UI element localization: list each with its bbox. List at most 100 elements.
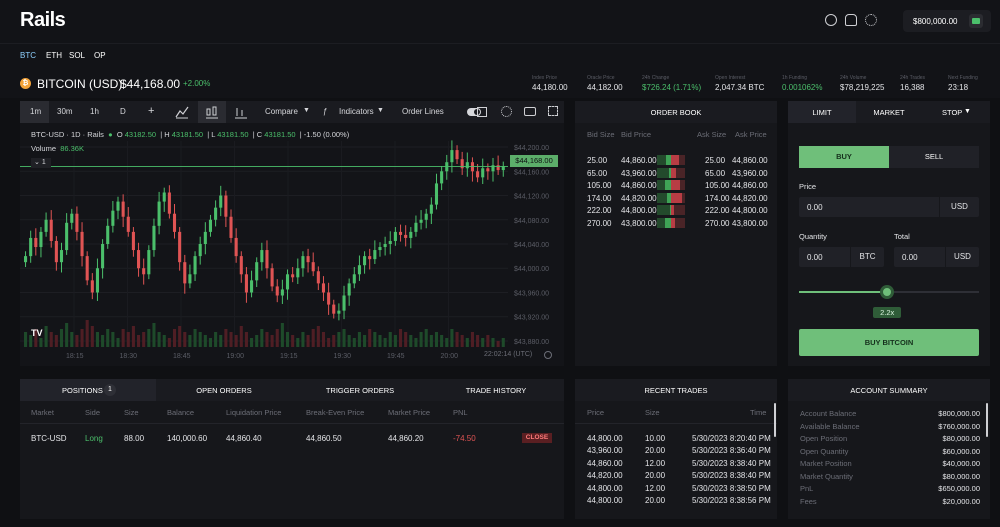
tab-limit[interactable]: LIMIT bbox=[788, 101, 856, 123]
bid-price: 44,860.00 bbox=[621, 156, 657, 165]
timeframe-d-button[interactable]: D bbox=[109, 101, 137, 123]
compare-dropdown[interactable]: Compare ▼ bbox=[255, 101, 315, 123]
buy-side-button[interactable]: BUY bbox=[799, 146, 889, 168]
volume-bar bbox=[327, 338, 331, 347]
expand-icon[interactable] bbox=[548, 106, 558, 116]
account-summary-label: PnL bbox=[800, 484, 814, 493]
price-input[interactable]: 0.00 USD bbox=[799, 197, 979, 217]
asset-tab-eth[interactable]: ETH bbox=[46, 51, 62, 60]
candle-body bbox=[203, 231, 207, 244]
info-icon[interactable] bbox=[825, 14, 837, 26]
pair-change: +2.00% bbox=[183, 79, 211, 88]
bar-chart-icon[interactable] bbox=[234, 105, 248, 119]
candle-body bbox=[162, 192, 166, 202]
leverage-label: 2.2x bbox=[873, 307, 902, 318]
indicators-dropdown[interactable]: ƒ Indicators ▼ bbox=[315, 101, 390, 123]
candle-body bbox=[398, 231, 403, 235]
tab-trade-history[interactable]: TRADE HISTORY bbox=[465, 386, 527, 395]
asset-tab-btc[interactable]: BTC bbox=[20, 51, 36, 60]
volume-bar bbox=[137, 335, 141, 347]
candlestick-chart[interactable]: $44,200.00 $44,160.00 $44,120.00 $44,080.00… bbox=[20, 123, 564, 366]
volume-bar bbox=[44, 326, 48, 347]
volume-value: 86.36K bbox=[60, 144, 84, 153]
positions-column-header: Market Price bbox=[388, 408, 431, 417]
volume-bar bbox=[296, 338, 300, 347]
asset-tab-sol[interactable]: SOL bbox=[69, 51, 86, 60]
tab-positions[interactable]: POSITIONS 1 bbox=[20, 379, 156, 401]
asset-tab-op[interactable]: OP bbox=[94, 51, 106, 60]
ohlc-l-label: L bbox=[211, 130, 216, 139]
ask-depth-bar bbox=[671, 192, 682, 203]
line-chart-icon[interactable] bbox=[175, 105, 189, 119]
candle-body bbox=[44, 219, 48, 232]
timeframe-1m-button[interactable]: 1m bbox=[20, 101, 49, 123]
account-summary-label: Market Position bbox=[800, 459, 852, 468]
volume-bar bbox=[116, 338, 120, 347]
account-summary-row: Open Quantity $60,000.00 bbox=[800, 447, 980, 457]
candle-body bbox=[424, 213, 428, 220]
volume-bar bbox=[465, 338, 469, 347]
add-indicator-button[interactable]: + bbox=[137, 101, 165, 123]
order-lines-label: Order Lines bbox=[402, 107, 444, 116]
collapse-legend-button[interactable]: ⌄ 1 bbox=[31, 158, 51, 168]
app-logo[interactable]: Rails bbox=[20, 9, 66, 31]
candle-body bbox=[131, 231, 135, 251]
trade-price: 44,800.00 bbox=[587, 434, 623, 443]
volume-bar bbox=[450, 329, 454, 347]
pair-name: BITCOIN (USD) bbox=[37, 77, 123, 91]
candle-body bbox=[244, 274, 248, 293]
bid-size: 25.00 bbox=[587, 156, 608, 165]
stat-item: 1h Funding 0.001062% bbox=[782, 75, 822, 92]
plus-icon: + bbox=[148, 105, 155, 117]
candle-body bbox=[486, 168, 490, 172]
gear-icon[interactable] bbox=[865, 14, 877, 26]
candle-body bbox=[465, 162, 469, 169]
fullscreen-square-icon[interactable] bbox=[477, 107, 487, 117]
timeframe-30m-button[interactable]: 30m bbox=[49, 101, 79, 123]
bell-icon[interactable] bbox=[845, 14, 857, 26]
ohlc-change: -1.50 (0.00%) bbox=[303, 130, 350, 139]
candle-body bbox=[142, 268, 146, 275]
quantity-input[interactable]: 0.00 BTC bbox=[799, 247, 884, 267]
candle-body bbox=[285, 274, 290, 290]
total-input[interactable]: 0.00 USD bbox=[894, 247, 979, 267]
candlestick-icon bbox=[206, 106, 218, 119]
volume-bar bbox=[208, 338, 213, 347]
tab-stop-dropdown[interactable]: STOP ▼ bbox=[922, 101, 990, 123]
wallet-balance-button[interactable]: $800,000.00 bbox=[903, 10, 991, 32]
position-pnl: -74.50 bbox=[453, 434, 476, 443]
volume-bar bbox=[234, 335, 238, 347]
price-label: Price bbox=[799, 182, 817, 191]
candle-body bbox=[234, 237, 238, 257]
total-label: Total bbox=[894, 232, 910, 241]
price-chart[interactable]: $44,200.00 $44,160.00 $44,120.00 $44,080.00… bbox=[20, 123, 564, 366]
volume-bar bbox=[476, 335, 480, 347]
table-row[interactable]: BTC-USD Long 88.00 140,000.60 44,860.40 44,86… bbox=[20, 433, 564, 446]
candle-body bbox=[59, 250, 64, 263]
account-summary-scrollbar[interactable] bbox=[986, 403, 988, 437]
timeframe-1h-button[interactable]: 1h bbox=[79, 101, 109, 123]
stat-value: 44,180.00 bbox=[532, 83, 568, 92]
volume-bar bbox=[291, 335, 295, 347]
volume-bar bbox=[393, 335, 397, 347]
positions-column-header: Size bbox=[124, 408, 139, 417]
tab-trigger-orders[interactable]: TRIGGER ORDERS bbox=[325, 386, 395, 395]
camera-icon[interactable] bbox=[524, 107, 536, 116]
close-position-button[interactable]: CLOSE bbox=[522, 433, 552, 443]
volume-bar bbox=[352, 338, 356, 347]
leverage-slider-handle[interactable] bbox=[880, 285, 895, 299]
tab-market[interactable]: MARKET bbox=[856, 101, 922, 123]
tab-open-orders[interactable]: OPEN ORDERS bbox=[196, 386, 252, 395]
candle-body bbox=[296, 268, 300, 278]
chart-settings-icon[interactable] bbox=[544, 351, 552, 359]
buy-bitcoin-button[interactable]: BUY BITCOIN bbox=[799, 329, 979, 356]
candle-body bbox=[434, 183, 439, 205]
volume-bar bbox=[347, 335, 351, 347]
x-tick-label: 19:00 bbox=[227, 353, 245, 360]
bid-price: 43,960.00 bbox=[621, 168, 657, 178]
candle-body bbox=[306, 256, 310, 263]
candles-button[interactable] bbox=[198, 101, 226, 123]
recent-trades-scrollbar[interactable] bbox=[774, 403, 776, 437]
sell-side-button[interactable]: SELL bbox=[889, 146, 979, 168]
settings-icon[interactable] bbox=[501, 106, 512, 117]
